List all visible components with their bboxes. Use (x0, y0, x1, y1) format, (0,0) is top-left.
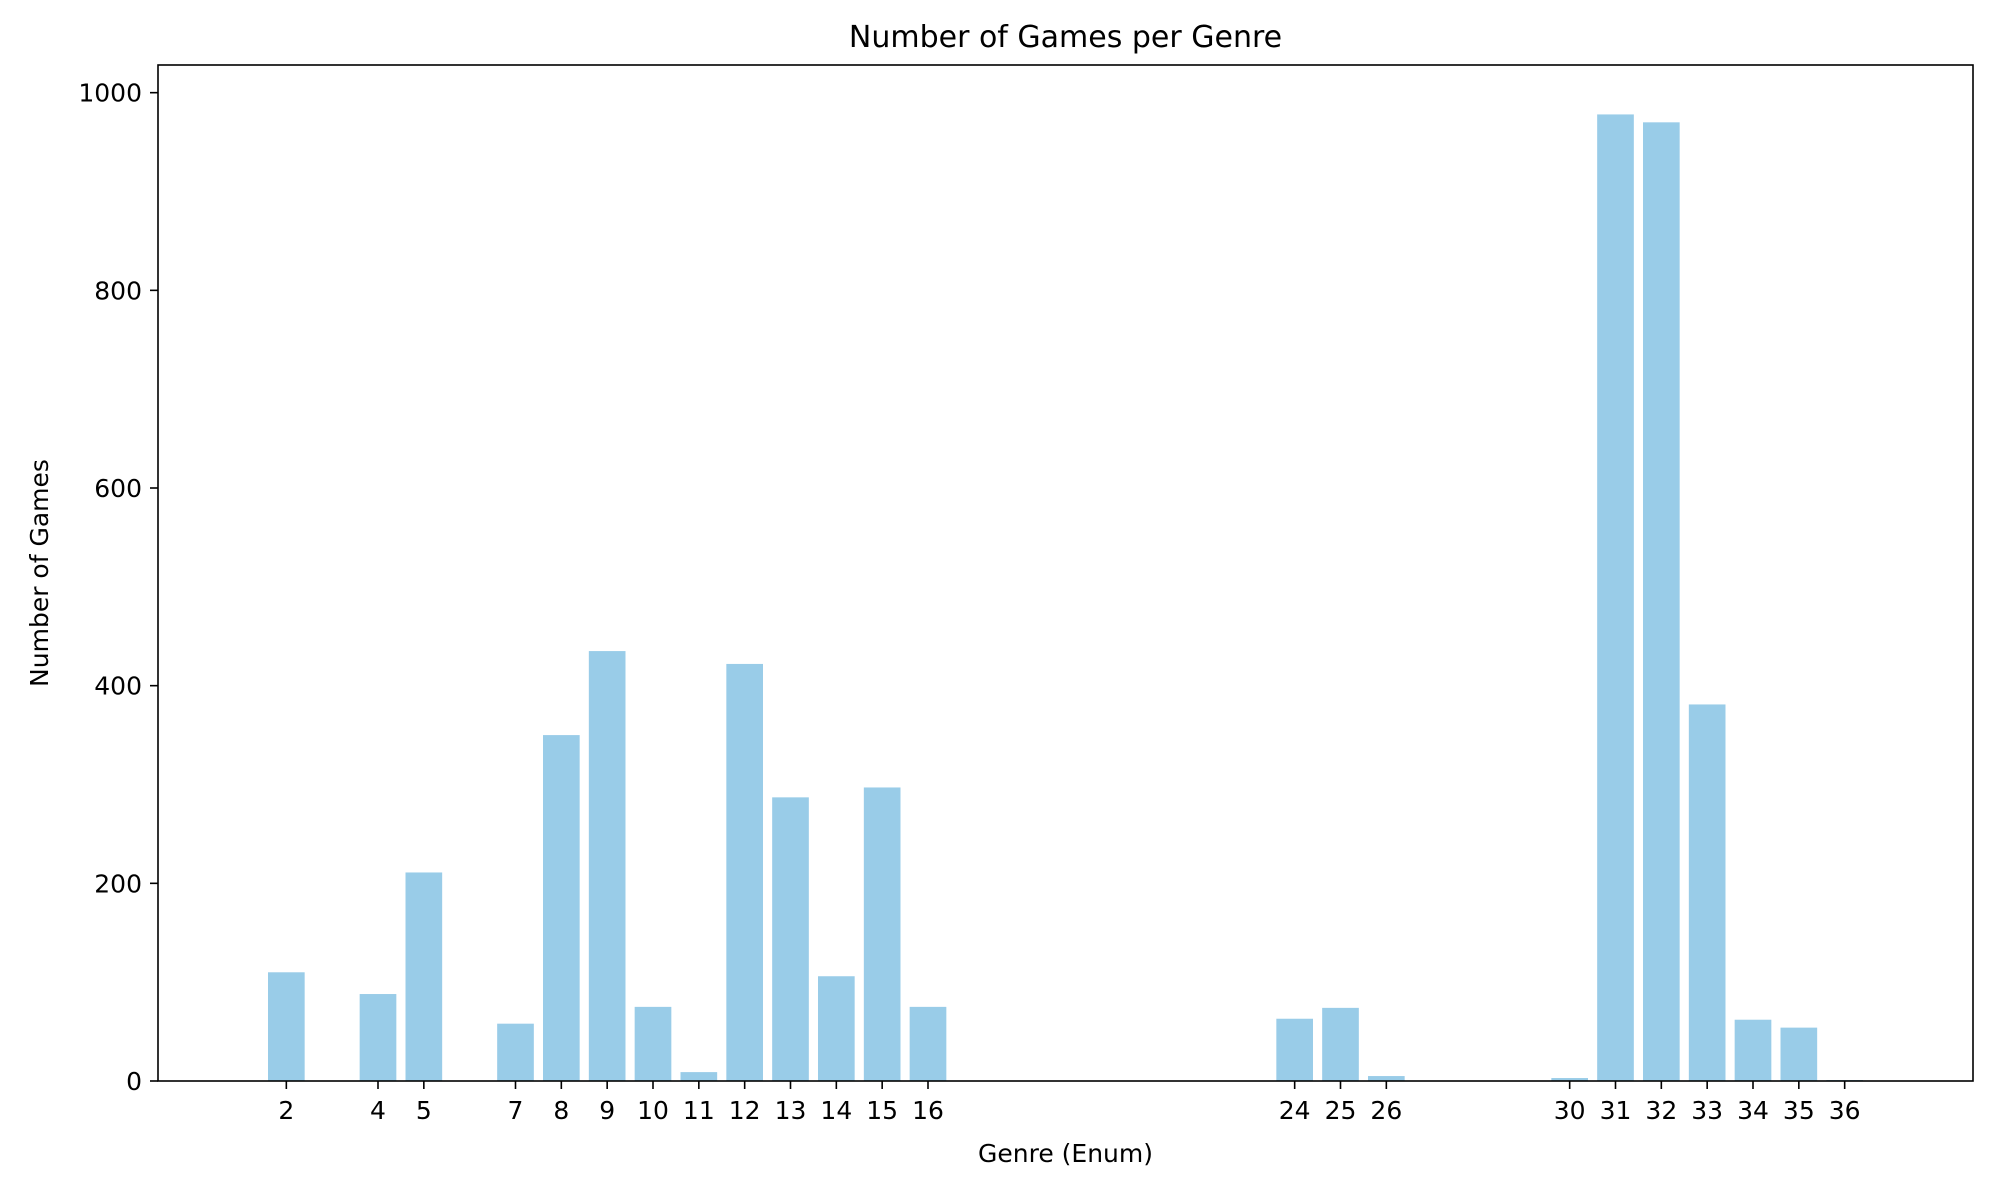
bar-genre-4 (359, 994, 397, 1081)
bar-genre-34 (1734, 1019, 1772, 1081)
x-tick-label: 16 (912, 1096, 944, 1125)
x-tick-label: 8 (553, 1096, 569, 1125)
bar-genre-12 (726, 663, 763, 1081)
x-tick-label: 24 (1279, 1096, 1311, 1125)
bar-genre-2 (268, 972, 305, 1081)
bar-genre-11 (680, 1072, 718, 1081)
bar-genre-24 (1276, 1018, 1313, 1081)
x-tick-label: 30 (1554, 1096, 1586, 1125)
x-tick-label: 36 (1829, 1096, 1861, 1125)
y-tick-label: 0 (126, 1067, 142, 1096)
x-tick-label: 32 (1645, 1096, 1677, 1125)
x-tick-label: 5 (416, 1096, 432, 1125)
plot-frame (157, 64, 1974, 1082)
x-tick-label: 11 (683, 1096, 715, 1125)
x-tick-label: 34 (1737, 1096, 1769, 1125)
bar-genre-8 (543, 735, 580, 1081)
x-axis-ticks: 2 4 5 7 8 9 10 11 12 13 14 15 16 24 25 26 30 31 32 33 34 35 36 (278, 1081, 1861, 1125)
bar-genre-33 (1688, 704, 1726, 1081)
y-axis-title: Number of Games (25, 459, 54, 687)
x-tick-label: 35 (1783, 1096, 1815, 1125)
y-axis-ticks: 0 200 400 600 800 1000 (78, 79, 158, 1096)
x-tick-label: 9 (599, 1096, 615, 1125)
y-tick-label: 1000 (78, 79, 142, 108)
bar-genre-14 (818, 976, 855, 1081)
bar-genre-15 (863, 787, 901, 1081)
bar-genre-30 (1551, 1078, 1588, 1081)
x-tick-label: 4 (370, 1096, 386, 1125)
bar-genre-31 (1597, 114, 1634, 1082)
bar-genre-25 (1322, 1007, 1359, 1081)
y-tick-label: 200 (94, 869, 142, 898)
x-tick-label: 25 (1325, 1096, 1357, 1125)
x-tick-label: 26 (1370, 1096, 1402, 1125)
bar-genre-16 (909, 1006, 947, 1081)
y-tick-label: 800 (94, 276, 142, 305)
x-tick-label: 10 (637, 1096, 669, 1125)
chart-title: Number of Games per Genre (849, 20, 1282, 55)
bars-group (268, 114, 1863, 1082)
bar-genre-10 (634, 1006, 672, 1081)
x-tick-label: 13 (775, 1096, 807, 1125)
y-tick-label: 400 (94, 672, 142, 701)
y-tick-label: 600 (94, 474, 142, 503)
bar-genre-9 (588, 651, 626, 1081)
bar-genre-26 (1368, 1076, 1405, 1081)
bar-genre-5 (405, 872, 443, 1081)
x-tick-label: 14 (820, 1096, 852, 1125)
x-tick-label: 7 (508, 1096, 524, 1125)
bar-genre-32 (1643, 122, 1680, 1082)
bar-genre-13 (772, 797, 809, 1081)
x-tick-label: 33 (1691, 1096, 1723, 1125)
x-tick-label: 15 (866, 1096, 898, 1125)
x-axis-title: Genre (Enum) (978, 1139, 1153, 1168)
x-tick-label: 12 (729, 1096, 761, 1125)
x-tick-label: 31 (1600, 1096, 1632, 1125)
bar-genre-7 (497, 1023, 534, 1081)
x-tick-label: 2 (278, 1096, 294, 1125)
bar-genre-35 (1780, 1027, 1818, 1081)
